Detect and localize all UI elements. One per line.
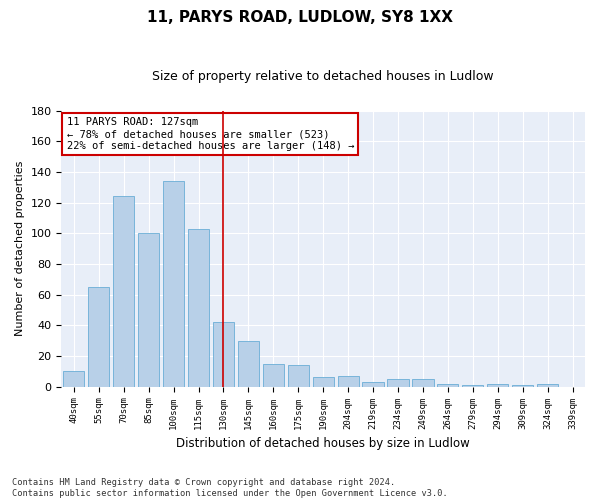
Text: Contains HM Land Registry data © Crown copyright and database right 2024.
Contai: Contains HM Land Registry data © Crown c… [12,478,448,498]
Bar [412,379,434,386]
Bar [512,385,533,386]
Text: 11 PARYS ROAD: 127sqm
← 78% of detached houses are smaller (523)
22% of semi-det: 11 PARYS ROAD: 127sqm ← 78% of detached … [67,118,354,150]
Title: Size of property relative to detached houses in Ludlow: Size of property relative to detached ho… [152,70,494,83]
Bar [437,384,458,386]
Bar [113,196,134,386]
Bar [213,322,234,386]
Bar [188,228,209,386]
Bar [163,181,184,386]
Bar [313,378,334,386]
Bar [63,372,85,386]
Bar [138,234,159,386]
Bar [338,376,359,386]
Bar [362,382,383,386]
Bar [287,365,309,386]
Bar [238,340,259,386]
Bar [487,384,508,386]
X-axis label: Distribution of detached houses by size in Ludlow: Distribution of detached houses by size … [176,437,470,450]
Bar [88,287,109,386]
Bar [537,384,558,386]
Bar [462,385,484,386]
Y-axis label: Number of detached properties: Number of detached properties [15,161,25,336]
Text: 11, PARYS ROAD, LUDLOW, SY8 1XX: 11, PARYS ROAD, LUDLOW, SY8 1XX [147,10,453,25]
Bar [388,379,409,386]
Bar [263,364,284,386]
